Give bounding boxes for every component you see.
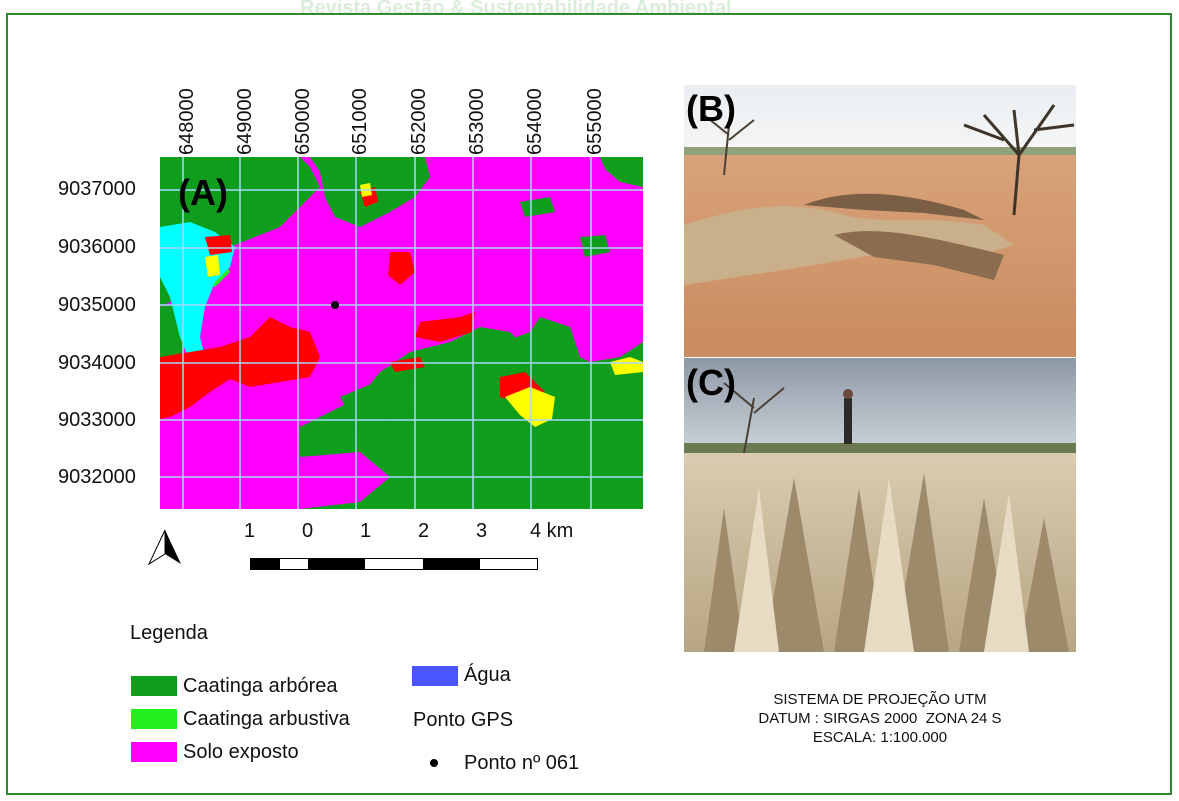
photo-b [684, 85, 1076, 357]
x-tick: 654000 [524, 88, 546, 155]
figure-frame [6, 13, 1172, 795]
y-tick: 9032000 [58, 466, 136, 488]
photo-c-label: (C) [686, 362, 736, 403]
projection-info: SISTEMA DE PROJEÇÃO UTM DATUM : SIRGAS 2… [690, 690, 1070, 747]
legend-label: Solo exposto [183, 741, 299, 763]
legend-swatch-solo [131, 742, 177, 762]
header-watermark: Revista Gestão & Sustentabilidade Ambien… [300, 0, 732, 19]
legend-gps-item: Ponto nº 061 [464, 752, 580, 774]
utm-grid [160, 157, 643, 509]
x-tick: 650000 [292, 88, 314, 155]
y-tick: 9036000 [58, 236, 136, 258]
legend-label: Caatinga arbórea [183, 675, 338, 697]
arborea-patch [490, 317, 580, 372]
photo-c [684, 358, 1076, 652]
gps-dot-icon [430, 759, 438, 767]
x-tick: 651000 [349, 88, 371, 155]
red-patch [205, 235, 232, 255]
legend-gps-title: Ponto GPS [413, 709, 514, 731]
scale-label: 1 [244, 520, 256, 542]
x-tick: 648000 [176, 88, 198, 155]
scale-label: 0 [302, 520, 314, 542]
projection-line: SISTEMA DE PROJEÇÃO UTM [773, 691, 987, 708]
north-arrow-icon [147, 529, 181, 566]
y-tick: 9033000 [58, 409, 136, 431]
legend-label: Caatinga arbustiva [183, 708, 350, 730]
arborea-patch [600, 157, 643, 187]
legend-swatch-arborea [131, 676, 177, 696]
gps-point-marker [331, 301, 339, 309]
scale-label: 2 [418, 520, 430, 542]
y-tick: 9034000 [58, 352, 136, 374]
scale-label: 3 [476, 520, 488, 542]
scale-label: 4 km [530, 520, 574, 542]
legend-title: Legenda [130, 622, 208, 644]
red-patch [390, 357, 425, 372]
arborea-patch [580, 235, 610, 257]
red-patch [388, 252, 415, 285]
y-tick: 9035000 [58, 294, 136, 316]
scale-bar [250, 558, 538, 570]
x-tick: 655000 [584, 88, 606, 155]
x-tick: 652000 [408, 88, 430, 155]
legend-swatch-arbustiva [131, 709, 177, 729]
arborea-patch [520, 197, 555, 217]
y-tick: 9037000 [58, 178, 136, 200]
land-cover-map [160, 157, 643, 509]
legend-swatch-agua [412, 666, 458, 686]
solo-patch [300, 452, 390, 509]
photo-b-label: (B) [686, 88, 736, 129]
yellow-patch [205, 255, 220, 277]
scale-line: ESCALA: 1:100.000 [812, 729, 948, 746]
x-tick: 649000 [234, 88, 256, 155]
map-panel-label: (A) [178, 172, 228, 213]
red-patch [415, 312, 475, 342]
scale-label: 1 [360, 520, 372, 542]
x-tick: 653000 [466, 88, 488, 155]
datum-line: DATUM : SIRGAS 2000 ZONA 24 S [758, 710, 1002, 727]
yellow-patch [505, 387, 555, 427]
arborea-patch [340, 372, 430, 432]
yellow-patch [610, 357, 643, 375]
arborea-patch [300, 327, 643, 509]
legend-label: Água [464, 664, 511, 686]
